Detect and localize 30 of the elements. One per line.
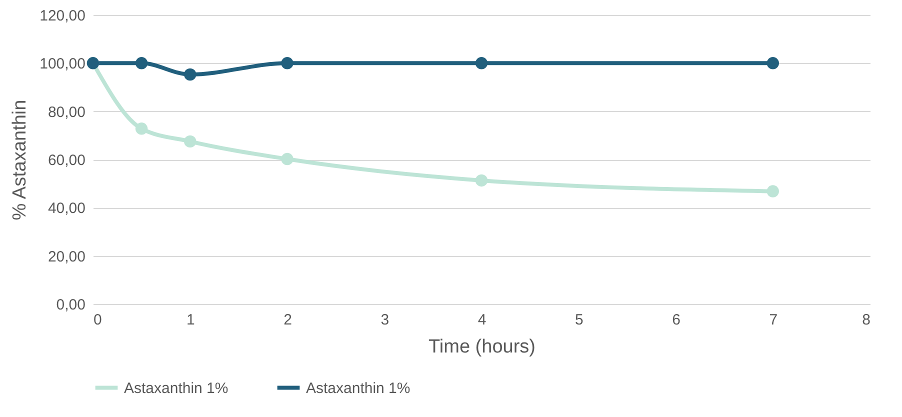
point — [184, 68, 196, 81]
y-tick-label: 40,00 — [48, 200, 86, 218]
point — [475, 174, 488, 187]
point — [135, 57, 148, 70]
x-tick-label: 2 — [284, 312, 292, 328]
legend-label: Astaxanthin 1% — [306, 380, 410, 397]
x-tick-label: 8 — [862, 312, 870, 328]
point — [184, 135, 196, 148]
point — [135, 122, 148, 135]
x-tick-label: 5 — [574, 312, 584, 328]
x-tick-label: 0 — [94, 312, 102, 328]
y-tick-label: 60,00 — [48, 152, 86, 169]
point — [281, 57, 294, 70]
x-tick-label: 1 — [186, 312, 195, 328]
y-tick-label: 100,00 — [40, 56, 86, 73]
y-tick-label: 0,00 — [56, 296, 86, 314]
point — [281, 152, 294, 166]
x-tick-label: 3 — [380, 312, 390, 328]
legend-label: Astaxanthin 1% — [124, 380, 228, 397]
x-tick-label: 7 — [769, 312, 778, 328]
x-axis-title: Time (hours) — [428, 336, 536, 358]
y-tick-label: 80,00 — [48, 104, 86, 121]
point — [766, 57, 779, 70]
y-tick-label: 120,00 — [40, 8, 86, 24]
y-tick-label: 20,00 — [48, 248, 86, 266]
x-tick-label: 4 — [478, 312, 486, 328]
x-tick-label: 6 — [672, 312, 680, 328]
y-axis-title: % Astaxanthin — [10, 100, 31, 220]
point — [766, 185, 779, 198]
point — [475, 57, 488, 70]
